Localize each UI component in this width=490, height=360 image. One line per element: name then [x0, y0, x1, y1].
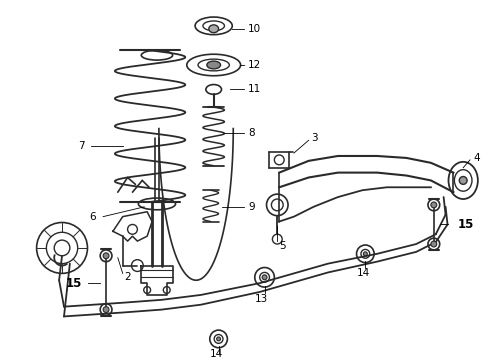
Text: 15: 15 [66, 277, 82, 290]
Text: 3: 3 [312, 133, 318, 143]
Ellipse shape [364, 252, 368, 256]
Text: 6: 6 [90, 212, 96, 222]
Text: 14: 14 [210, 348, 223, 359]
Text: 15: 15 [457, 218, 474, 231]
Ellipse shape [262, 275, 267, 280]
Text: 9: 9 [248, 202, 255, 212]
Text: 8: 8 [248, 129, 255, 139]
Text: 4: 4 [473, 153, 480, 163]
Text: 12: 12 [248, 60, 261, 70]
Text: 14: 14 [357, 269, 370, 278]
Ellipse shape [207, 61, 220, 69]
Ellipse shape [103, 307, 109, 312]
Text: 2: 2 [124, 272, 131, 282]
Ellipse shape [431, 202, 437, 208]
Text: 13: 13 [255, 294, 268, 304]
Ellipse shape [217, 337, 221, 341]
Text: 10: 10 [248, 24, 261, 34]
Ellipse shape [459, 176, 467, 184]
Ellipse shape [431, 241, 437, 247]
Ellipse shape [103, 253, 109, 259]
Text: 5: 5 [279, 241, 286, 251]
Text: 7: 7 [78, 141, 84, 151]
Text: 11: 11 [248, 85, 261, 94]
Ellipse shape [209, 25, 219, 33]
